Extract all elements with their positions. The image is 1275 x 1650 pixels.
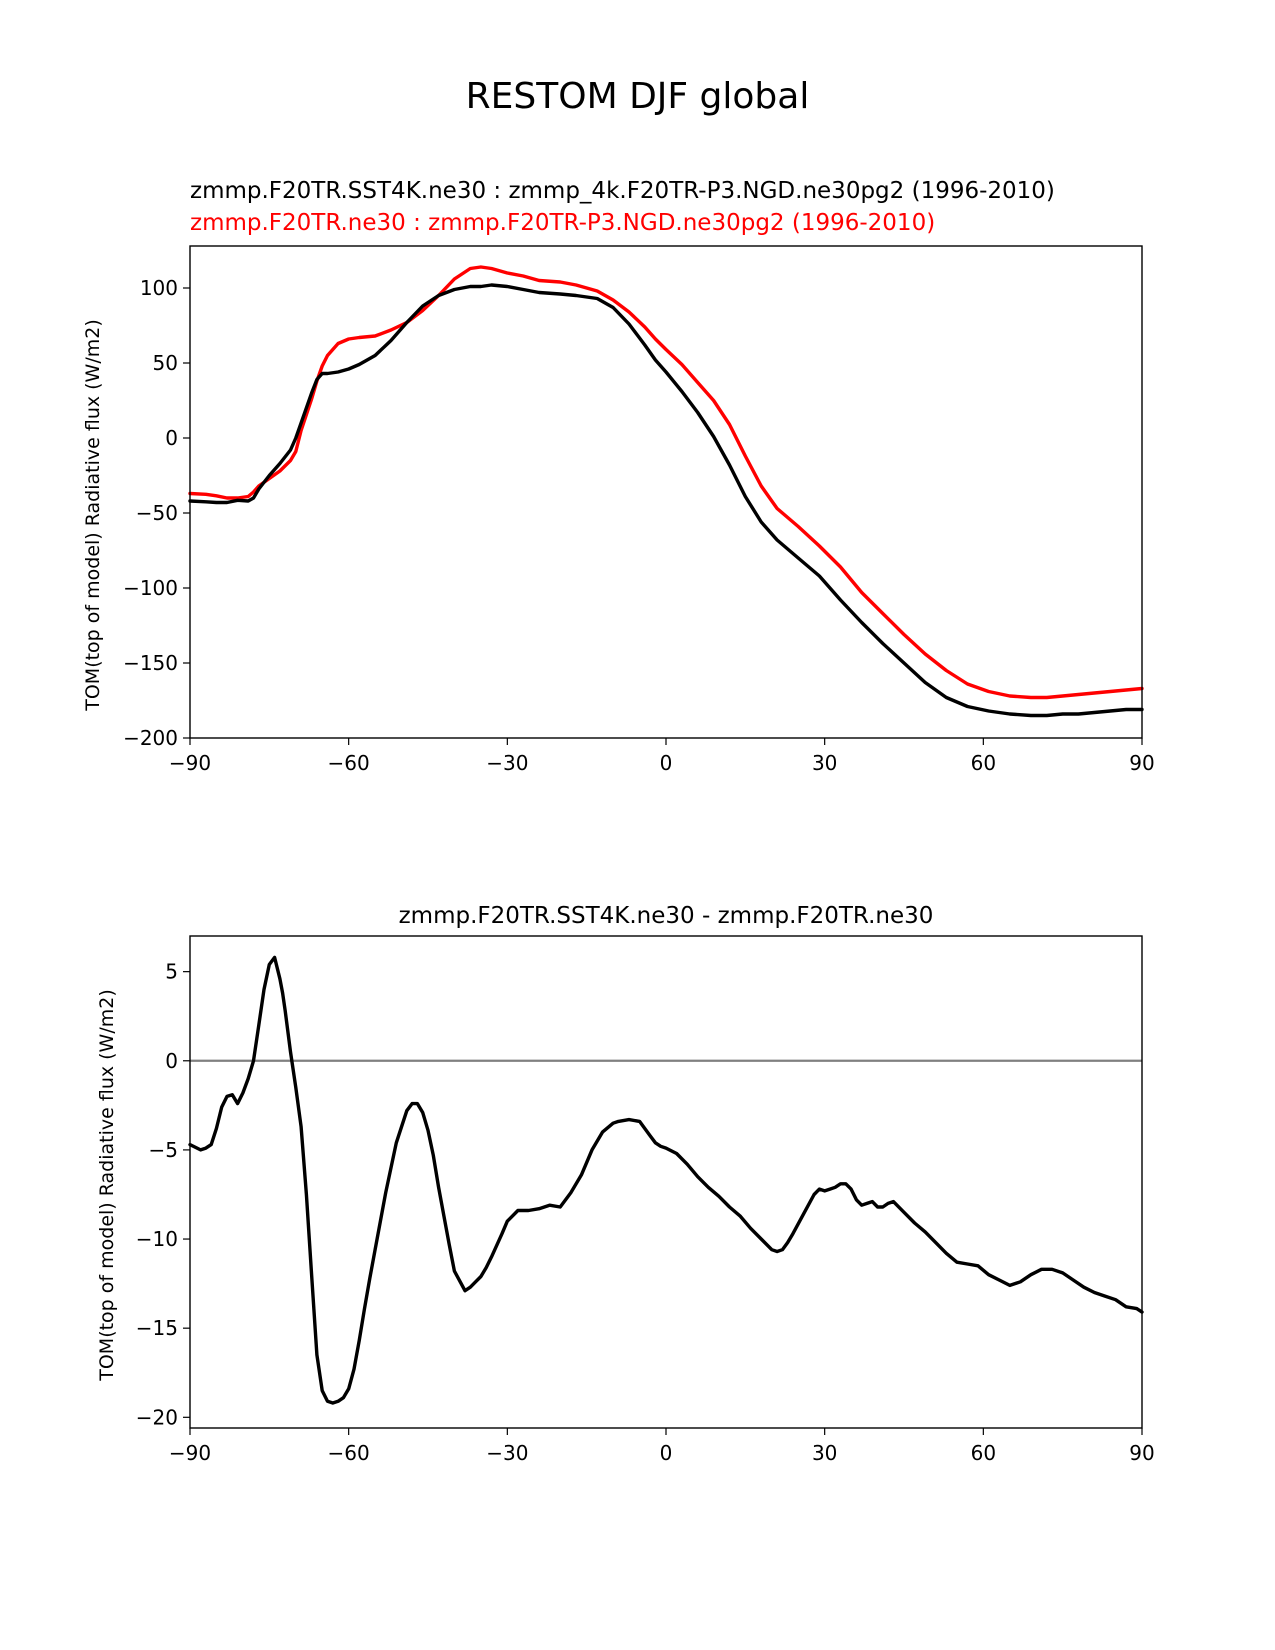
top-subtitle-test: zmmp.F20TR.SST4K.ne30 : zmmp_4k.F20TR-P3… — [190, 178, 1055, 204]
bottom-ytick-label: −10 — [136, 1227, 178, 1251]
bottom-plot-frame — [189, 935, 1143, 1429]
figure-title: RESTOM DJF global — [466, 76, 810, 117]
top-subtitle-ref: zmmp.F20TR.ne30 : zmmp.F20TR-P3.NGD.ne30… — [190, 210, 935, 236]
top-xtick-label: 30 — [812, 751, 837, 775]
top-ytick-label: 50 — [153, 351, 178, 375]
bottom-ytick-label: −20 — [136, 1405, 178, 1429]
top-xtick-label: −30 — [486, 751, 528, 775]
bottom-title: zmmp.F20TR.SST4K.ne30 - zmmp.F20TR.ne30 — [399, 903, 934, 929]
bottom-ylabel: TOM(top of model) Radiative flux (W/m2) — [96, 989, 118, 1382]
top-ytick-label: −200 — [123, 726, 178, 750]
top-series-line-ref — [188, 265, 1144, 700]
top-ytick-label: −50 — [136, 501, 178, 525]
bottom-ytick-label: 0 — [165, 1049, 178, 1073]
top-xtick-label: −60 — [328, 751, 370, 775]
bottom-xtick-label: −90 — [169, 1441, 211, 1465]
bottom-xtick-label: 60 — [971, 1441, 996, 1465]
bottom-panel: zmmp.F20TR.SST4K.ne30 - zmmp.F20TR.ne30 … — [96, 903, 1155, 1465]
top-series-line-test — [188, 283, 1144, 718]
top-panel: zmmp.F20TR.SST4K.ne30 : zmmp_4k.F20TR-P3… — [82, 178, 1155, 775]
top-series-group — [188, 265, 1144, 718]
bottom-ytick-label: 5 — [165, 960, 178, 984]
bottom-xtick-label: −30 — [486, 1441, 528, 1465]
top-xtick-label: −90 — [169, 751, 211, 775]
top-xtick-label: 0 — [660, 751, 673, 775]
bottom-xtick-label: 90 — [1129, 1441, 1154, 1465]
bottom-axis-ticks: −90 −60 −30 0 30 60 90 5 0 −5 −10 −15 −20 — [136, 960, 1155, 1465]
top-axis-ticks: −90 −60 −30 0 30 60 90 100 50 0 −50 −100 −150 −200 — [123, 276, 1155, 775]
bottom-xtick-label: 30 — [812, 1441, 837, 1465]
top-xtick-label: 90 — [1129, 751, 1154, 775]
bottom-ytick-label: −5 — [149, 1138, 178, 1162]
bottom-xtick-label: −60 — [328, 1441, 370, 1465]
top-ytick-label: 100 — [140, 276, 178, 300]
top-ytick-label: 0 — [165, 426, 178, 450]
top-ylabel: TOM(top of model) Radiative flux (W/m2) — [82, 319, 104, 712]
bottom-series-group — [188, 955, 1144, 1405]
top-ytick-label: −100 — [123, 576, 178, 600]
top-ytick-label: −150 — [123, 651, 178, 675]
bottom-ytick-label: −15 — [136, 1316, 178, 1340]
bottom-series-line-test — [188, 955, 1144, 1405]
top-plot-frame — [189, 245, 1143, 739]
bottom-xtick-label: 0 — [660, 1441, 673, 1465]
top-xtick-label: 60 — [971, 751, 996, 775]
